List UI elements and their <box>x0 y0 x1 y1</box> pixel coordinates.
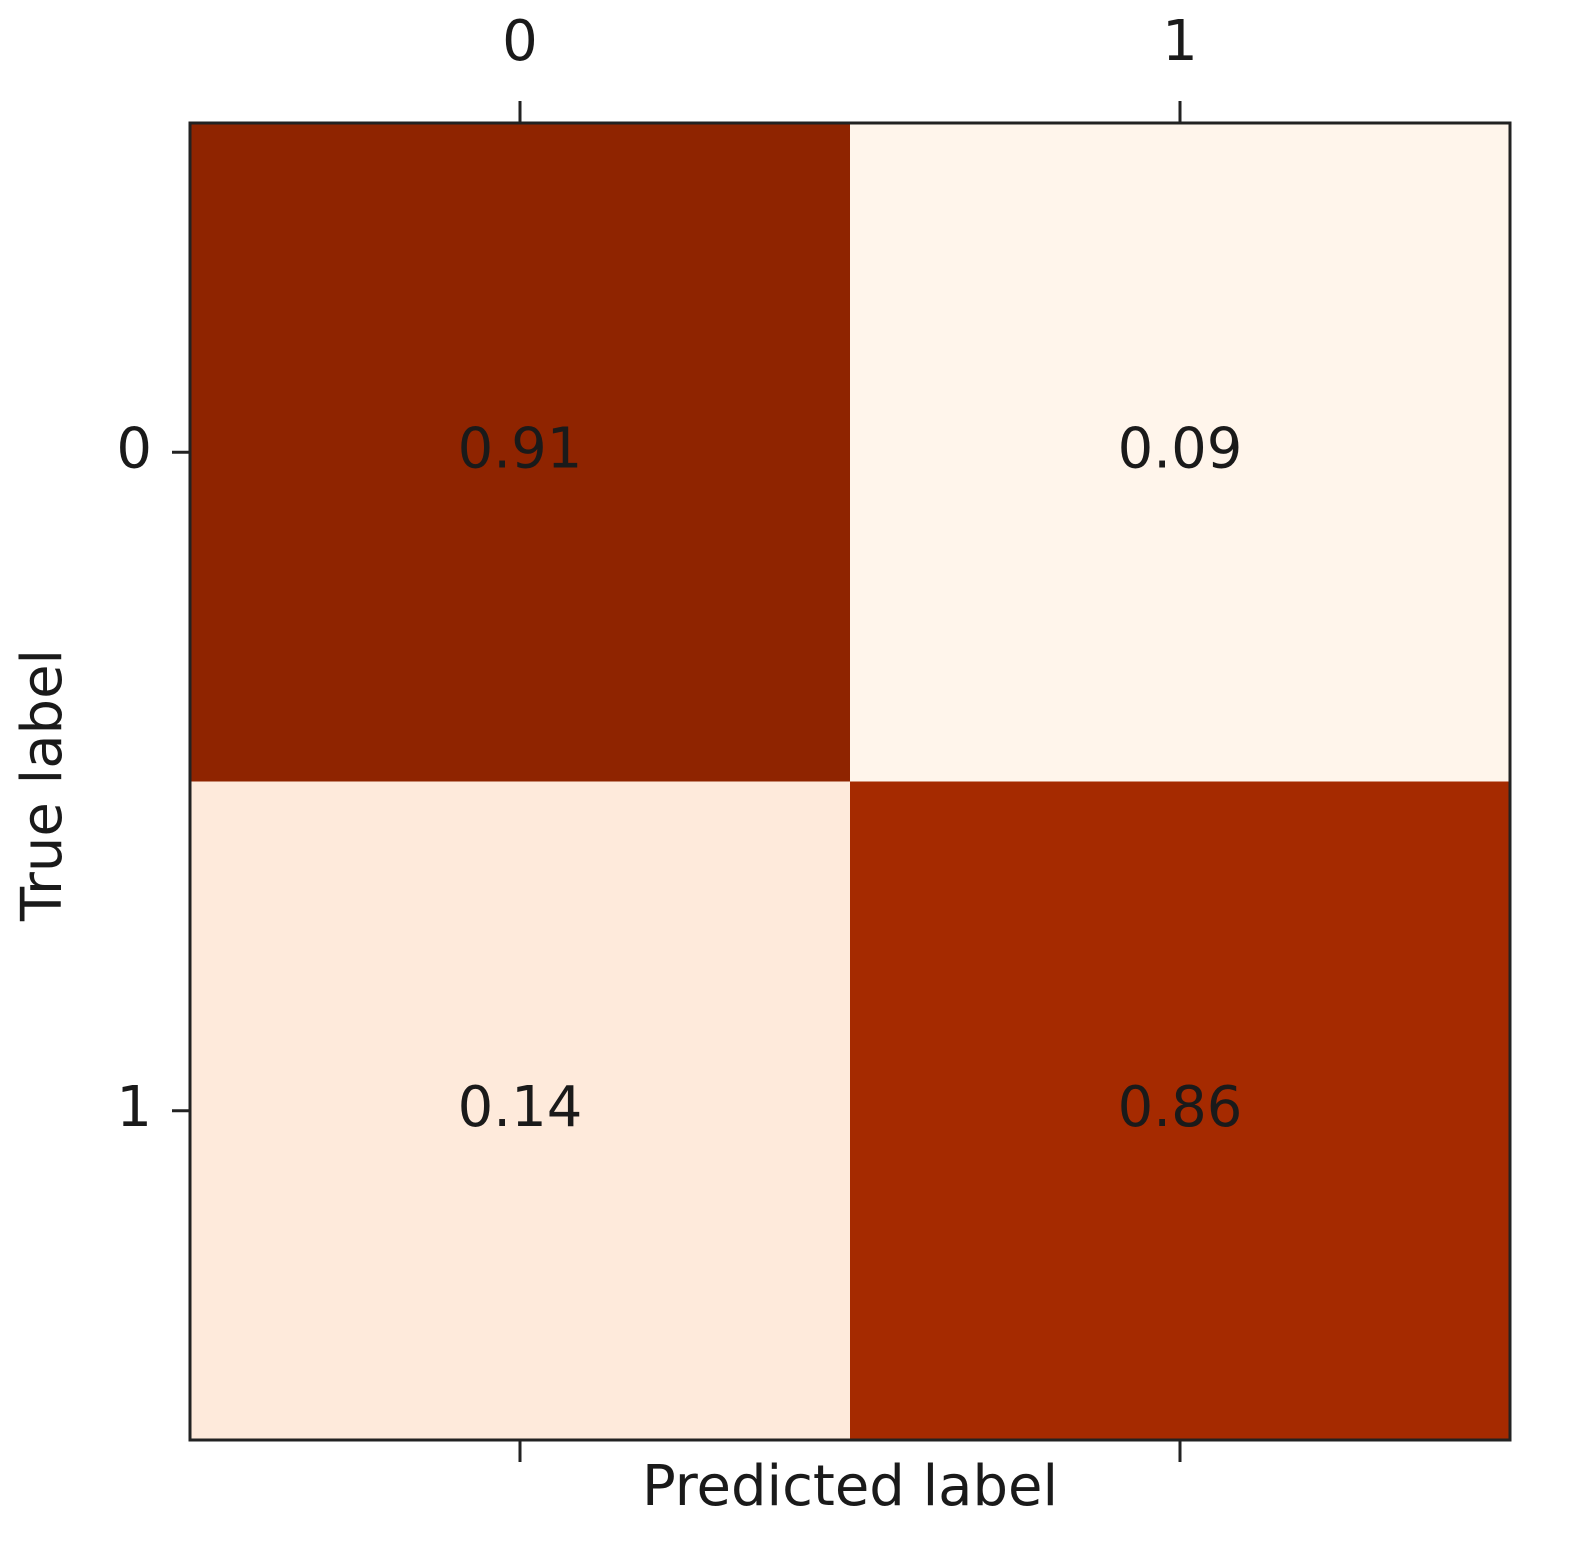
y-tick-label: 0 <box>116 416 152 481</box>
heatmap-cell <box>190 781 850 1440</box>
cell-value-label: 0.86 <box>1118 1075 1243 1140</box>
cell-value-label: 0.14 <box>458 1075 583 1140</box>
heatmap-cell <box>850 781 1510 1440</box>
y-axis-label: True label <box>10 649 75 922</box>
cell-value-label: 0.09 <box>1118 416 1243 481</box>
x-tick-label: 1 <box>1162 9 1198 74</box>
y-tick-label: 1 <box>116 1075 152 1140</box>
plot-frame <box>188 121 1512 1442</box>
heatmap-cell <box>850 123 1510 782</box>
x-axis-label: Predicted label <box>642 1454 1058 1519</box>
cell-value-label: 0.91 <box>458 416 583 481</box>
heatmap-cell <box>190 123 850 782</box>
x-tick-label: 0 <box>502 9 538 74</box>
